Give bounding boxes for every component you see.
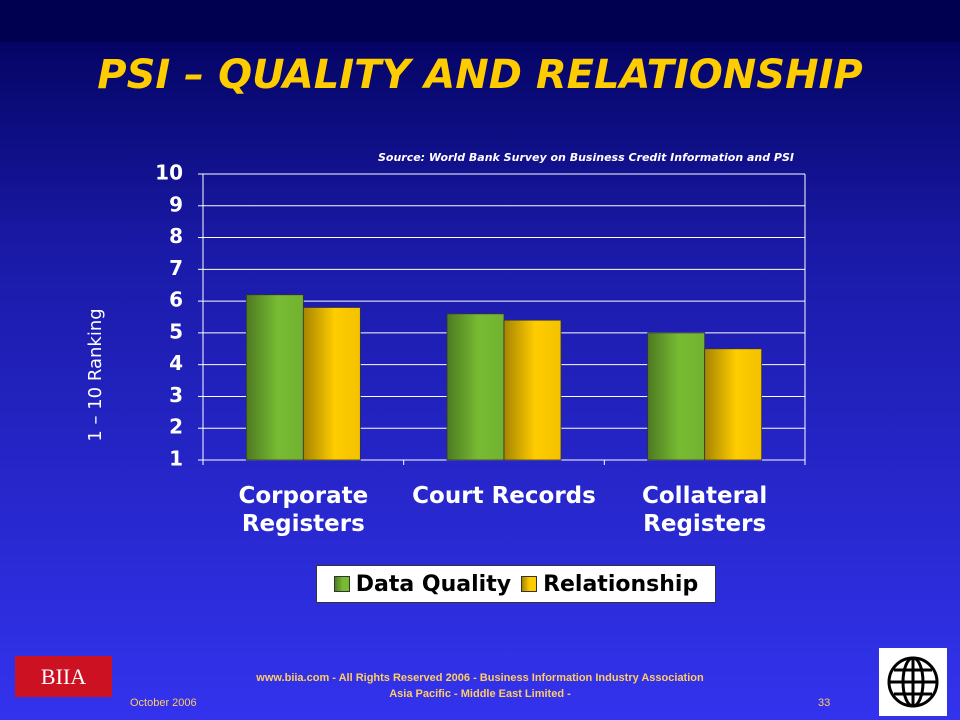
legend-swatch <box>333 576 350 592</box>
footer-text: www.biia.com - All Rights Reserved 2006 … <box>256 672 704 684</box>
chart-source: Source: World Bank Survey on Business Cr… <box>378 151 794 164</box>
y-tick-label: 5 <box>169 319 183 343</box>
y-axis-label: 1 – 10 Ranking <box>85 308 106 441</box>
x-tick-label: Corporate Registers <box>238 483 369 537</box>
y-tick-label: 4 <box>169 351 183 375</box>
y-tick-label: 2 <box>169 415 183 439</box>
y-tick-label: 10 <box>155 161 183 185</box>
top-bar <box>0 0 960 42</box>
legend-label: Data Quality <box>355 571 512 597</box>
bar-shading <box>647 332 705 460</box>
bar-outline <box>302 307 361 461</box>
page-number: 33 <box>818 697 831 709</box>
y-tick-label: 3 <box>169 383 183 407</box>
bar-outline <box>503 319 562 461</box>
legend-label: Relationship <box>543 571 699 597</box>
world-bank-logo <box>879 648 947 716</box>
bar-shading <box>704 348 762 460</box>
x-tick-label: Court Records <box>412 483 596 509</box>
y-tick-label: 7 <box>169 256 183 280</box>
legend-item: Data Quality <box>333 571 512 597</box>
bar-shading <box>447 313 504 460</box>
bar-shading <box>303 307 361 460</box>
slide-title: PSI – QUALITY AND RELATIONSHIP <box>97 52 863 98</box>
footer-date: October 2006 <box>130 697 197 709</box>
legend: Data Quality Relationship <box>316 565 716 603</box>
legend-swatch <box>521 576 538 592</box>
bar-shading <box>246 294 304 460</box>
y-tick-label: 6 <box>169 288 183 312</box>
globe-icon <box>887 656 939 708</box>
biia-logo: BIIA <box>15 656 112 697</box>
y-tick-label: 8 <box>169 224 183 248</box>
y-tick-label: 1 <box>169 447 183 471</box>
footer-text: Asia Pacific - Middle East Limited - <box>389 688 571 700</box>
bar-shading <box>504 320 561 460</box>
x-tick-label: Collateral Registers <box>642 483 768 537</box>
bar-outline <box>704 348 763 461</box>
legend-item: Relationship <box>521 572 698 597</box>
footer: www.biia.com - All Rights Reserved 2006 … <box>150 670 810 702</box>
y-tick-label: 9 <box>169 192 183 216</box>
